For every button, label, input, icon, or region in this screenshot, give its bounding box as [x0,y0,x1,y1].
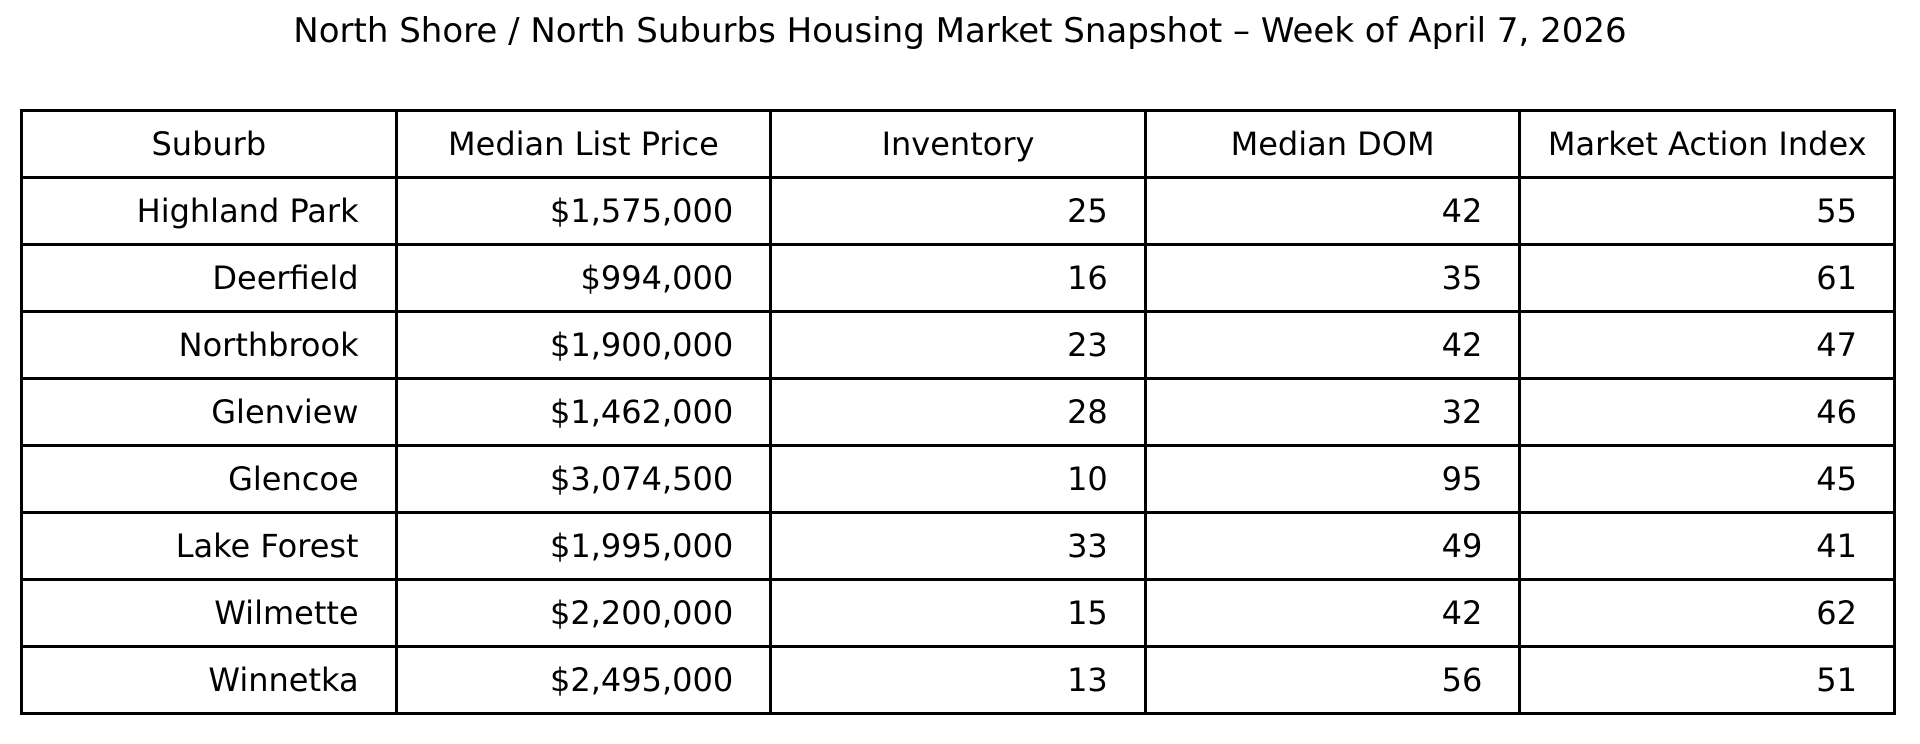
cell-median-list-price: $3,074,500 [396,446,771,513]
cell-median-list-price: $1,900,000 [396,312,771,379]
cell-median-list-price: $994,000 [396,245,771,312]
cell-median-dom: 42 [1145,312,1520,379]
cell-inventory: 33 [771,513,1146,580]
cell-market-action-index: 45 [1520,446,1895,513]
cell-suburb: Deerfield [22,245,397,312]
cell-market-action-index: 55 [1520,178,1895,245]
housing-market-table: Suburb Median List Price Inventory Media… [20,109,1896,715]
cell-market-action-index: 47 [1520,312,1895,379]
column-header-market-action-index: Market Action Index [1520,111,1895,178]
cell-median-list-price: $2,495,000 [396,647,771,714]
cell-market-action-index: 46 [1520,379,1895,446]
cell-inventory: 15 [771,580,1146,647]
cell-suburb: Wilmette [22,580,397,647]
cell-market-action-index: 61 [1520,245,1895,312]
table-row-glenview: Glenview $1,462,000 28 32 46 [22,379,1895,446]
table-row-northbrook: Northbrook $1,900,000 23 42 47 [22,312,1895,379]
cell-suburb: Lake Forest [22,513,397,580]
cell-market-action-index: 41 [1520,513,1895,580]
header-row: Suburb Median List Price Inventory Media… [22,111,1895,178]
table-row-lake-forest: Lake Forest $1,995,000 33 49 41 [22,513,1895,580]
table-row-highland-park: Highland Park $1,575,000 25 42 55 [22,178,1895,245]
cell-median-dom: 35 [1145,245,1520,312]
cell-suburb: Glenview [22,379,397,446]
table-row-winnetka: Winnetka $2,495,000 13 56 51 [22,647,1895,714]
figure-title: North Shore / North Suburbs Housing Mark… [0,0,1920,51]
cell-inventory: 28 [771,379,1146,446]
cell-inventory: 25 [771,178,1146,245]
cell-median-list-price: $1,995,000 [396,513,771,580]
cell-inventory: 13 [771,647,1146,714]
cell-market-action-index: 62 [1520,580,1895,647]
table-row-deerfield: Deerfield $994,000 16 35 61 [22,245,1895,312]
table-row-glencoe: Glencoe $3,074,500 10 95 45 [22,446,1895,513]
housing-market-figure: North Shore / North Suburbs Housing Mark… [0,0,1920,744]
table-row-wilmette: Wilmette $2,200,000 15 42 62 [22,580,1895,647]
cell-suburb: Northbrook [22,312,397,379]
cell-median-dom: 42 [1145,178,1520,245]
cell-median-dom: 56 [1145,647,1520,714]
column-header-median-list-price: Median List Price [396,111,771,178]
cell-median-dom: 42 [1145,580,1520,647]
cell-median-dom: 95 [1145,446,1520,513]
cell-median-list-price: $1,462,000 [396,379,771,446]
cell-suburb: Highland Park [22,178,397,245]
cell-median-list-price: $1,575,000 [396,178,771,245]
cell-median-list-price: $2,200,000 [396,580,771,647]
cell-inventory: 23 [771,312,1146,379]
cell-suburb: Winnetka [22,647,397,714]
cell-market-action-index: 51 [1520,647,1895,714]
cell-median-dom: 49 [1145,513,1520,580]
column-header-median-dom: Median DOM [1145,111,1520,178]
column-header-inventory: Inventory [771,111,1146,178]
cell-inventory: 16 [771,245,1146,312]
cell-inventory: 10 [771,446,1146,513]
cell-median-dom: 32 [1145,379,1520,446]
cell-suburb: Glencoe [22,446,397,513]
column-header-suburb: Suburb [22,111,397,178]
